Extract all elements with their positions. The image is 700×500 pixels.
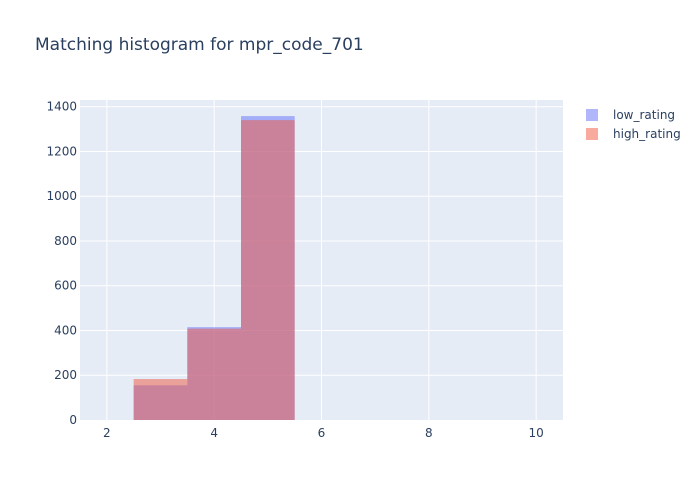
y-tick-label: 1400 (46, 100, 77, 114)
x-tick-label: 4 (210, 426, 218, 440)
y-tick-label: 1000 (46, 189, 77, 203)
y-tick-label: 600 (54, 279, 77, 293)
x-axis: 2 4 6 8 10 (103, 426, 544, 440)
x-tick-label: 10 (529, 426, 544, 440)
x-tick-label: 8 (425, 426, 433, 440)
legend[interactable]: low_rating high_rating (586, 108, 681, 141)
y-tick-label: 400 (54, 323, 77, 337)
legend-swatch-high_rating[interactable] (586, 128, 598, 140)
y-tick-label: 800 (54, 234, 77, 248)
y-axis: 0 200 400 600 800 1000 1200 1400 (46, 100, 77, 427)
x-tick-label: 2 (103, 426, 111, 440)
x-tick-label: 6 (318, 426, 326, 440)
legend-label-high_rating[interactable]: high_rating (613, 127, 681, 141)
y-tick-label: 0 (69, 413, 77, 427)
histogram-bars (133, 116, 295, 421)
bar-high_rating-5[interactable] (241, 120, 295, 420)
y-tick-label: 200 (54, 368, 77, 382)
grid-lines (80, 100, 563, 420)
bar-high_rating-4[interactable] (187, 328, 241, 420)
legend-label-low_rating[interactable]: low_rating (613, 108, 675, 122)
y-tick-label: 1200 (46, 144, 77, 158)
bar-high_rating-3[interactable] (133, 379, 188, 420)
legend-swatch-low_rating[interactable] (586, 109, 598, 121)
chart-title: Matching histogram for mpr_code_701 (35, 35, 364, 55)
